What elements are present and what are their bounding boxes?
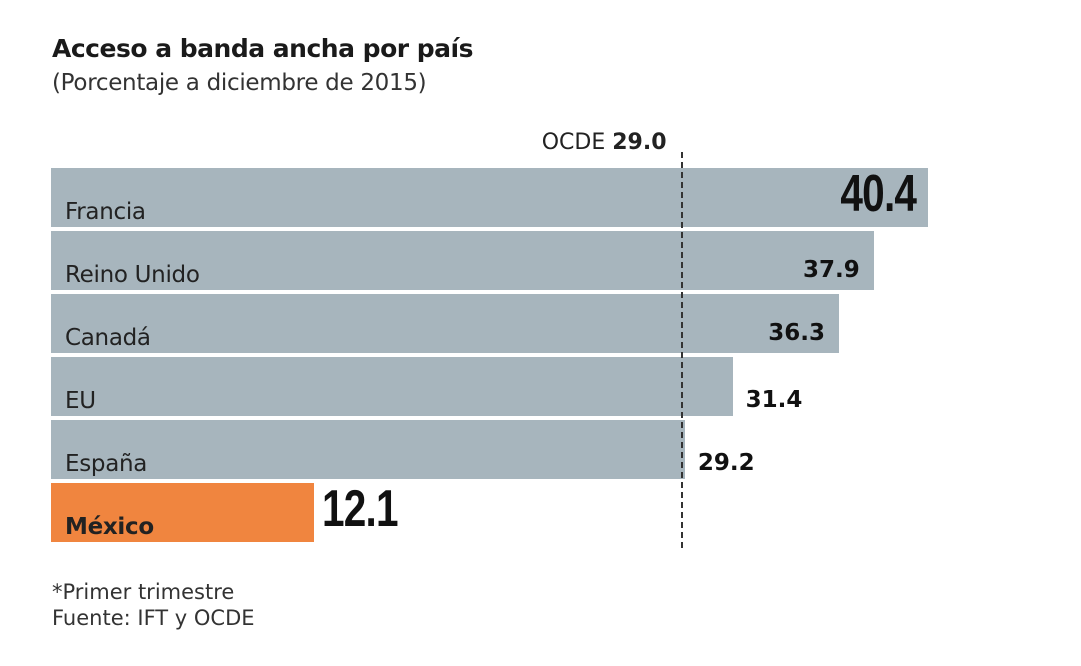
source-note: Fuente: IFT y OCDE bbox=[52, 606, 255, 630]
value-label: 29.2 bbox=[697, 450, 755, 476]
reference-name: OCDE bbox=[541, 130, 606, 155]
category-label: Reino Unido bbox=[65, 262, 200, 288]
bar: Canadá bbox=[51, 294, 839, 353]
bar: EU bbox=[51, 357, 733, 416]
category-label: Francia bbox=[65, 199, 146, 225]
category-label: Canadá bbox=[65, 325, 151, 351]
reference-line bbox=[680, 152, 683, 548]
bar: Reino Unido bbox=[51, 231, 874, 290]
category-label: España bbox=[65, 451, 148, 477]
value-label: 37.9 bbox=[802, 257, 860, 283]
bar: España bbox=[51, 420, 685, 479]
chart-subtitle: (Porcentaje a diciembre de 2015) bbox=[52, 70, 427, 96]
bar: Francia bbox=[51, 168, 928, 227]
bar: México bbox=[51, 483, 314, 542]
value-label: 31.4 bbox=[745, 387, 803, 413]
category-label: México bbox=[65, 514, 154, 540]
value-label: 36.3 bbox=[768, 320, 825, 346]
footnote: *Primer trimestre bbox=[52, 580, 235, 604]
value-label: 12.1 bbox=[321, 480, 399, 538]
value-label: 40.4 bbox=[840, 165, 917, 223]
chart-title: Acceso a banda ancha por país bbox=[52, 34, 474, 63]
category-label: EU bbox=[65, 388, 96, 414]
reference-line-label: OCDE 29.0 bbox=[542, 130, 667, 155]
reference-value: 29.0 bbox=[612, 130, 667, 155]
